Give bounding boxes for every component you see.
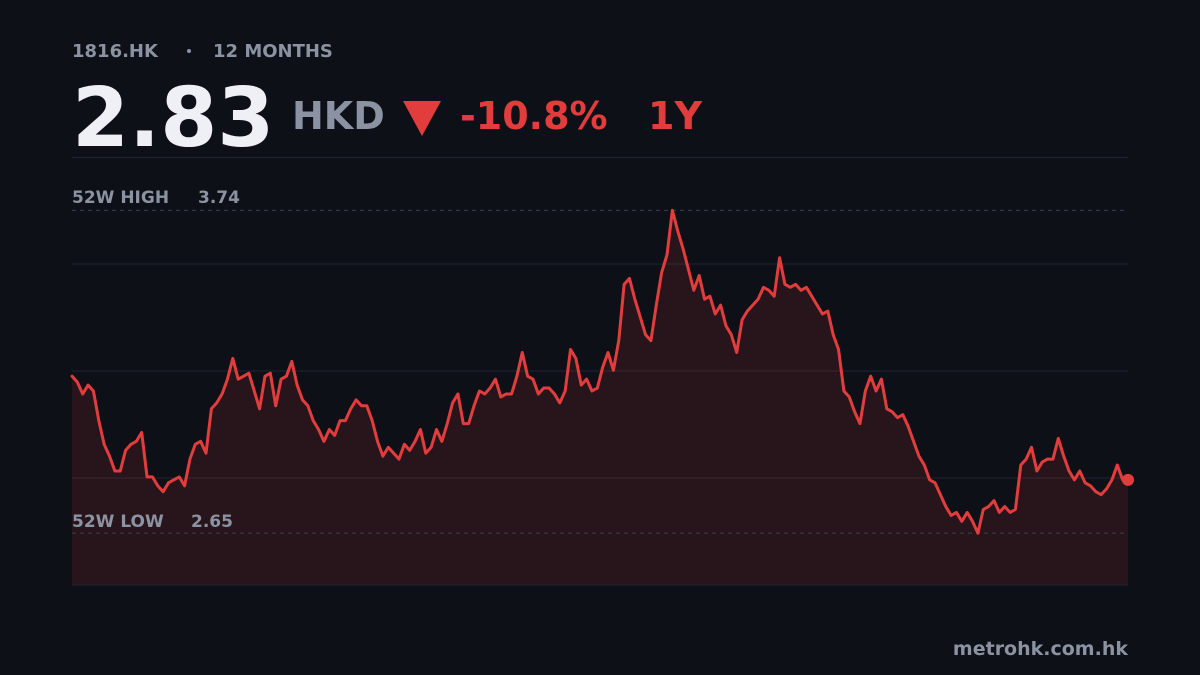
currency: HKD — [292, 94, 385, 138]
change: -10.8% — [460, 94, 608, 138]
high-label: 52W HIGH — [72, 188, 169, 208]
price: 2.83 — [72, 71, 274, 166]
plot: 52W HIGH 3.74 52W LOW 2.65 — [70, 188, 1134, 586]
last-point — [1122, 473, 1134, 486]
high-value: 3.74 — [198, 188, 240, 208]
low-label: 52W LOW — [72, 512, 164, 532]
down-arrow — [403, 101, 441, 136]
grid — [72, 263, 1128, 479]
separator — [187, 49, 191, 53]
source: metrohk.com.hk — [953, 638, 1128, 660]
price-line — [70, 208, 1130, 535]
low-value: 2.65 — [191, 512, 233, 532]
period: 12 MONTHS — [213, 41, 333, 62]
ticker: 1816.HK — [72, 41, 159, 62]
change-period: 1Y — [648, 94, 702, 138]
area — [72, 210, 1128, 585]
